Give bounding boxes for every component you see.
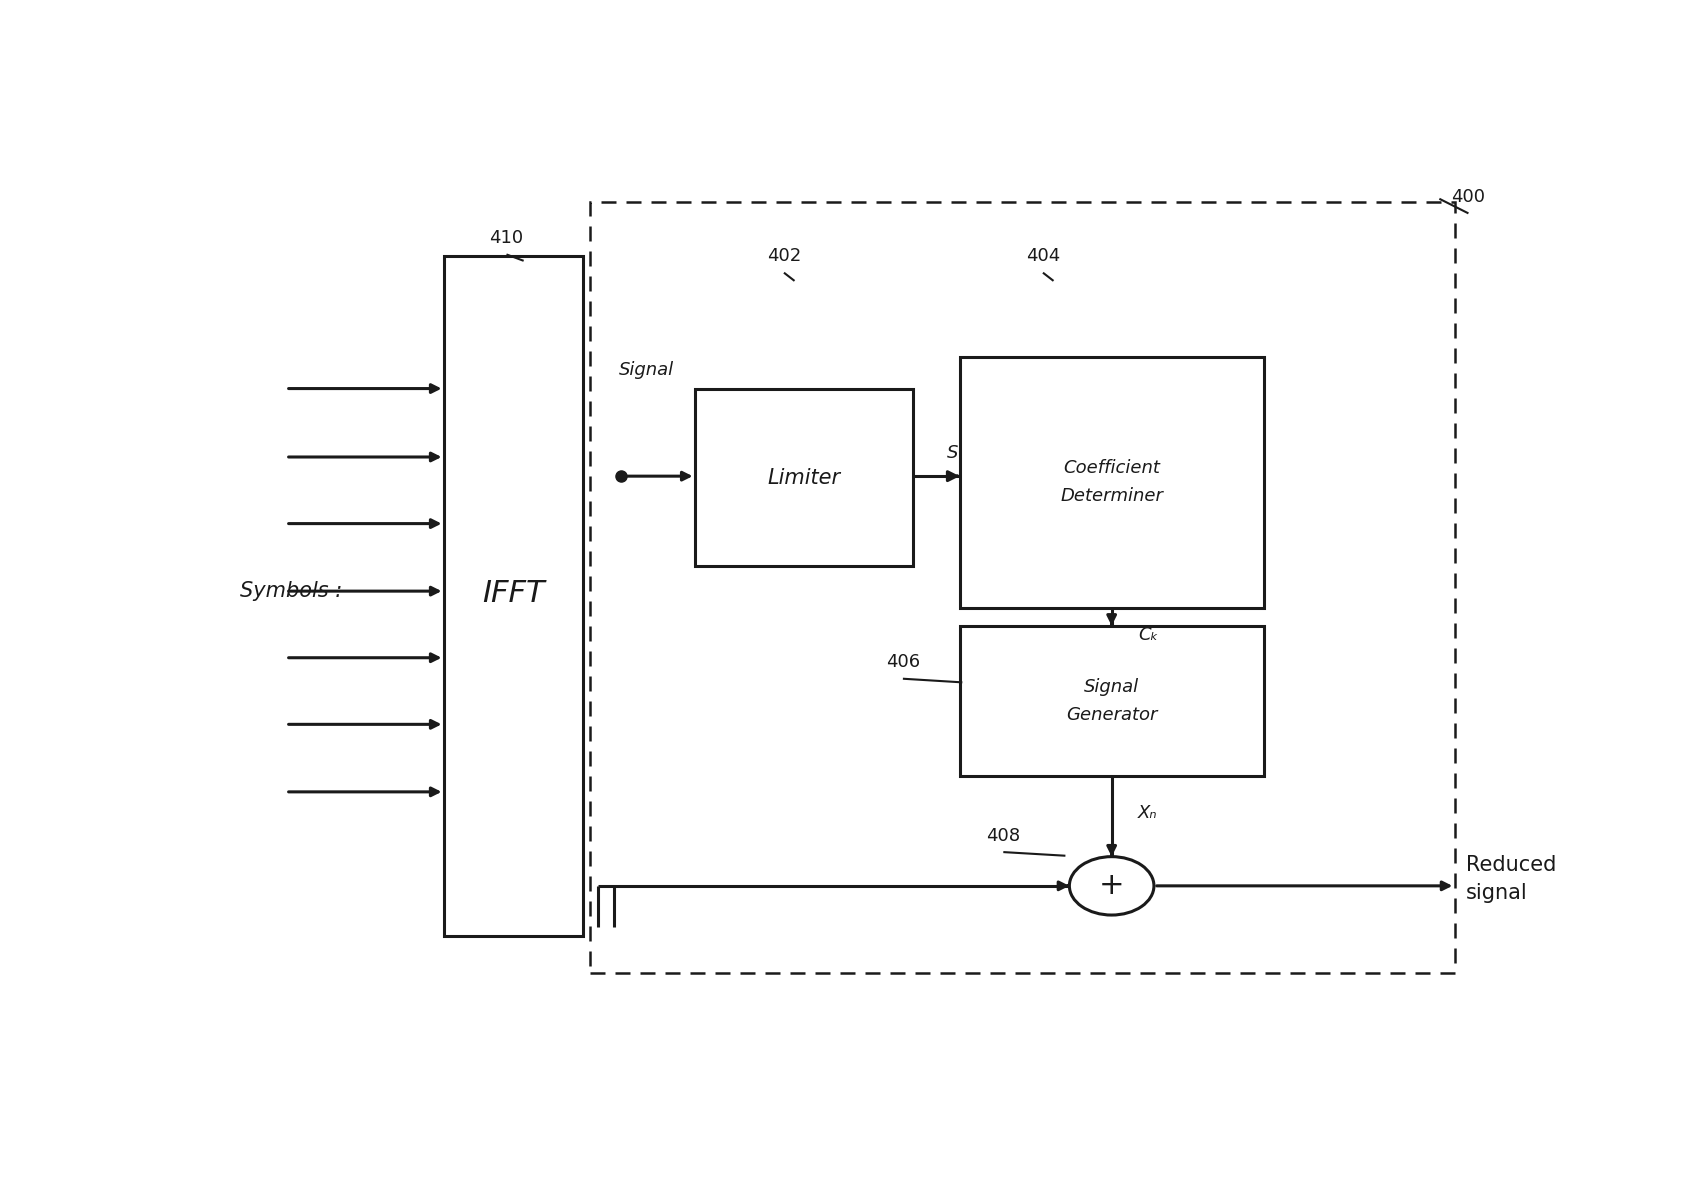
Text: S: S bbox=[946, 443, 958, 461]
Text: Limiter: Limiter bbox=[767, 468, 841, 487]
Text: Reduced
signal: Reduced signal bbox=[1466, 856, 1557, 903]
FancyBboxPatch shape bbox=[960, 626, 1263, 776]
Text: 404: 404 bbox=[1026, 248, 1061, 265]
Text: Coefficient
Determiner: Coefficient Determiner bbox=[1061, 459, 1163, 505]
Text: 408: 408 bbox=[985, 827, 1020, 845]
Circle shape bbox=[1069, 857, 1154, 915]
Text: 402: 402 bbox=[767, 248, 801, 265]
Text: Symbols :: Symbols : bbox=[239, 581, 341, 601]
Text: +: + bbox=[1098, 871, 1125, 901]
Text: Signal: Signal bbox=[619, 361, 673, 379]
FancyBboxPatch shape bbox=[960, 357, 1263, 608]
Text: 406: 406 bbox=[887, 653, 921, 671]
Text: Xₙ: Xₙ bbox=[1139, 803, 1158, 822]
FancyBboxPatch shape bbox=[590, 201, 1456, 973]
Text: Signal
Generator: Signal Generator bbox=[1066, 678, 1158, 724]
FancyBboxPatch shape bbox=[696, 389, 914, 566]
Text: 410: 410 bbox=[489, 229, 523, 246]
FancyBboxPatch shape bbox=[445, 256, 583, 936]
Text: IFFT: IFFT bbox=[483, 579, 546, 608]
Text: Cₖ: Cₖ bbox=[1139, 626, 1158, 643]
Text: 400: 400 bbox=[1451, 188, 1485, 206]
